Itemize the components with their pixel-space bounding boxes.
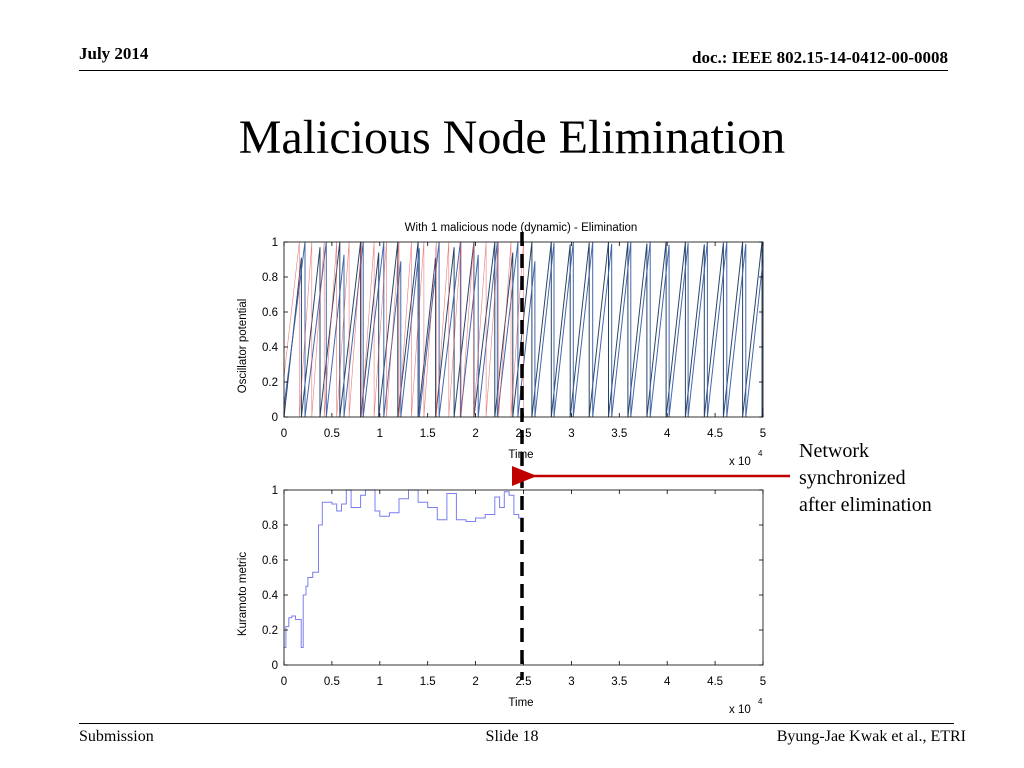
x-multiplier: x 10 bbox=[729, 456, 751, 468]
slide-title: Malicious Node Elimination bbox=[238, 111, 786, 164]
x-tick-label: 5 bbox=[760, 428, 766, 440]
x-tick-label: 0.5 bbox=[324, 428, 340, 440]
x-tick-label: 1.5 bbox=[420, 676, 436, 688]
chart-title: With 1 malicious node (dynamic) - Elimin… bbox=[405, 222, 638, 234]
x-tick-label: 2 bbox=[472, 428, 478, 440]
header-date: July 2014 bbox=[79, 44, 149, 63]
y-tick-label: 0 bbox=[272, 412, 278, 424]
y-tick-label: 0.8 bbox=[262, 520, 278, 532]
header-doc-id: doc.: IEEE 802.15-14-0412-00-0008 bbox=[692, 48, 948, 67]
footer-rule bbox=[79, 723, 954, 724]
x-tick-label: 1 bbox=[377, 428, 383, 440]
footer-left: Submission bbox=[79, 728, 154, 745]
header-rule bbox=[79, 70, 948, 71]
x-tick-label: 5 bbox=[760, 676, 766, 688]
x-tick-label: 0 bbox=[281, 428, 287, 440]
y-tick-label: 0.8 bbox=[262, 272, 278, 284]
x-tick-label: 1.5 bbox=[420, 428, 436, 440]
x-tick-label: 3 bbox=[568, 428, 574, 440]
footer-slide-number: Slide 18 bbox=[485, 728, 539, 745]
x-axis-label: Time bbox=[508, 697, 533, 709]
x-tick-label: 4.5 bbox=[707, 676, 723, 688]
y-tick-label: 0.2 bbox=[262, 625, 278, 637]
chart-kuramoto: 0 0.5 1 1.5 2 2.5 3 3.5 4 4.5 5 0 0.2 0.4 0.6 0.8 1 Time… bbox=[237, 485, 766, 716]
x-multiplier-exp: 4 bbox=[758, 449, 763, 458]
x-tick-label: 3.5 bbox=[611, 676, 627, 688]
x-tick-label: 3.5 bbox=[611, 428, 627, 440]
axes: 0 0.5 1 1.5 2 2.5 3 3.5 4 4.5 5 0 0.2 0.4 0.6 0.8 1 bbox=[262, 485, 766, 688]
y-tick-label: 1 bbox=[272, 485, 278, 497]
y-tick-label: 0 bbox=[272, 660, 278, 672]
x-tick-label: 0 bbox=[281, 676, 287, 688]
x-tick-label: 4.5 bbox=[707, 428, 723, 440]
x-tick-label: 4 bbox=[664, 428, 671, 440]
series-line-1 bbox=[283, 241, 764, 418]
x-tick-label: 0.5 bbox=[324, 676, 340, 688]
y-tick-label: 0.6 bbox=[262, 307, 278, 319]
y-axis-label: Oscillator potential bbox=[237, 299, 249, 394]
y-tick-label: 0.4 bbox=[262, 342, 279, 354]
x-multiplier-exp: 4 bbox=[758, 697, 763, 706]
series-group bbox=[284, 489, 524, 648]
x-multiplier: x 10 bbox=[729, 704, 751, 716]
series-line-0 bbox=[284, 489, 524, 648]
y-tick-label: 1 bbox=[272, 237, 278, 249]
y-tick-label: 0.6 bbox=[262, 555, 278, 567]
y-axis-label: Kuramoto metric bbox=[237, 552, 249, 637]
y-tick-label: 0.2 bbox=[262, 377, 278, 389]
x-tick-label: 3 bbox=[568, 676, 574, 688]
x-tick-label: 4 bbox=[664, 676, 671, 688]
x-tick-label: 2 bbox=[472, 676, 478, 688]
x-tick-label: 1 bbox=[377, 676, 383, 688]
footer-authors: Byung-Jae Kwak et al., ETRI bbox=[776, 728, 966, 745]
annotation-text: Network synchronized after elimination bbox=[799, 440, 932, 516]
chart-oscillator: With 1 malicious node (dynamic) - Elimin… bbox=[237, 222, 766, 468]
y-tick-label: 0.4 bbox=[262, 590, 279, 602]
x-tick-label: 2.5 bbox=[516, 676, 532, 688]
series-line-0 bbox=[283, 241, 764, 418]
